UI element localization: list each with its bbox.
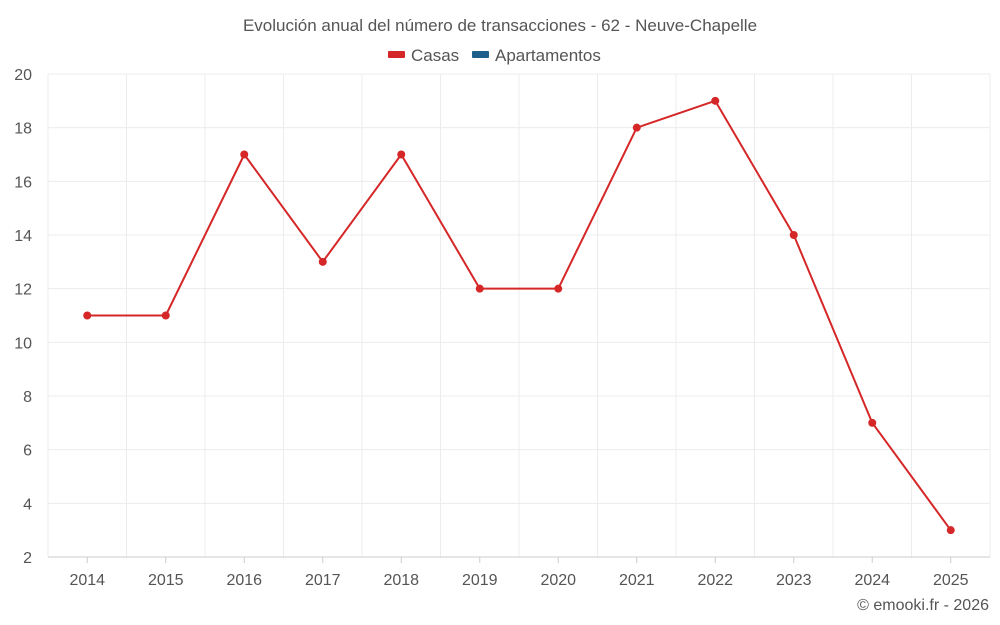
grid-lines	[47, 73, 991, 558]
legend-swatch-apartamentos[interactable]	[472, 51, 489, 58]
y-axis-ticks: 2 4 6 8 10 12 14 16 18 20	[14, 67, 32, 567]
x-tick-label: 2023	[776, 572, 812, 589]
series-line-casas	[87, 99, 952, 531]
credit-text: © emooki.fr - 2026	[857, 597, 989, 614]
legend: Casas Apartamentos	[388, 46, 601, 65]
x-tick-label: 2018	[383, 572, 419, 589]
data-point-casas-2023[interactable]	[789, 231, 798, 239]
y-tick-label: 20	[14, 67, 32, 84]
series-lines	[87, 99, 952, 531]
x-tick-label: 2017	[305, 572, 341, 589]
x-tick-label: 2014	[69, 572, 105, 589]
y-tick-label: 12	[14, 282, 32, 299]
data-point-casas-2014[interactable]	[83, 311, 92, 320]
chart-title: Evolución anual del número de transaccio…	[243, 16, 757, 35]
data-point-casas-2015[interactable]	[161, 311, 170, 320]
data-point-casas-2018[interactable]	[397, 150, 406, 159]
data-point-casas-2022[interactable]	[711, 96, 720, 105]
x-axis-ticks: 2014 2015 2016 2017 2018 2019 2020 2021 2022 2023…	[69, 557, 969, 589]
x-tick-label: 2021	[619, 572, 655, 589]
data-point-casas-2017[interactable]	[318, 257, 327, 266]
data-point-casas-2016[interactable]	[240, 150, 249, 159]
data-point-casas-2019[interactable]	[475, 284, 484, 293]
data-point-casas-2025[interactable]	[946, 526, 955, 535]
y-tick-label: 14	[14, 228, 32, 245]
x-tick-label: 2024	[854, 572, 890, 589]
legend-label-casas[interactable]: Casas	[411, 46, 459, 65]
y-tick-label: 18	[14, 121, 32, 138]
y-tick-label: 16	[14, 174, 32, 191]
legend-label-apartamentos[interactable]: Apartamentos	[495, 46, 601, 65]
legend-swatch-casas[interactable]	[388, 51, 405, 58]
x-tick-label: 2020	[540, 572, 576, 589]
y-tick-label: 10	[14, 335, 32, 352]
data-point-casas-2024[interactable]	[868, 418, 877, 427]
series-points	[83, 96, 955, 535]
y-tick-label: 4	[23, 496, 32, 513]
data-point-casas-2021[interactable]	[632, 123, 641, 132]
y-tick-label: 6	[23, 443, 32, 460]
x-tick-label: 2019	[462, 572, 498, 589]
x-tick-label: 2025	[933, 572, 969, 589]
y-tick-label: 2	[23, 550, 32, 567]
x-tick-label: 2015	[148, 572, 184, 589]
y-tick-label: 8	[23, 389, 32, 406]
x-tick-label: 2022	[697, 572, 733, 589]
x-tick-label: 2016	[226, 572, 262, 589]
data-point-casas-2020[interactable]	[554, 284, 563, 293]
